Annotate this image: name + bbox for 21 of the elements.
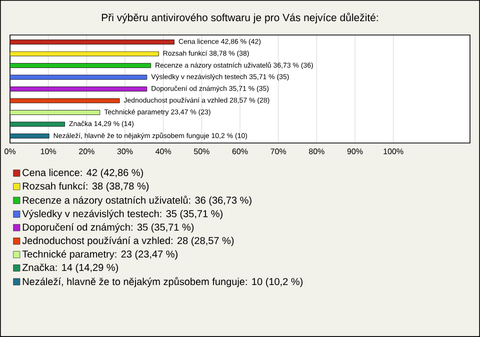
legend-label: Rozsah funkcí: 38 (38,78 %) <box>22 182 149 192</box>
x-tick-label: 60% <box>232 148 248 154</box>
x-tick-label: 40% <box>156 148 172 154</box>
x-tick-label: 20% <box>79 148 94 154</box>
legend-label: Recenze a názory ostatních uživatelů: 36 (36,73 %) <box>22 196 252 206</box>
x-tick-label: 90% <box>347 148 363 154</box>
x-tick-label: 10% <box>40 148 56 154</box>
legend-label: Jednoduchost používání a vzhled: 28 (28,57 %) <box>22 236 234 246</box>
legend-label: Nezáleží, hlavně že to nějakým způsobem funguje: 10 (10,2 %) <box>22 276 303 288</box>
chart-title: Při výběru antivirového softwaru je pro Vás nejvíce důležité: <box>102 12 378 24</box>
legend-label: Výsledky v nezávislých testech: 35 (35,71 %) <box>22 210 222 220</box>
legend-label: Značka: 14 (14,29 %) <box>22 264 118 273</box>
legend-label: Doporučení od známých: 35 (35,71 %) <box>22 223 194 233</box>
x-tick-label: 0% <box>4 148 16 154</box>
legend-label: Cena licence: 42 (42,86 %) <box>22 168 144 178</box>
x-tick-label: 100% <box>384 148 404 154</box>
legend-label: Technické parametry: 23 (23,47 %) <box>22 250 178 260</box>
x-tick-label: 70% <box>270 148 286 154</box>
x-tick-label: 50% <box>194 148 210 154</box>
x-tick-label: 80% <box>309 148 324 154</box>
x-tick-label: 30% <box>117 148 133 154</box>
